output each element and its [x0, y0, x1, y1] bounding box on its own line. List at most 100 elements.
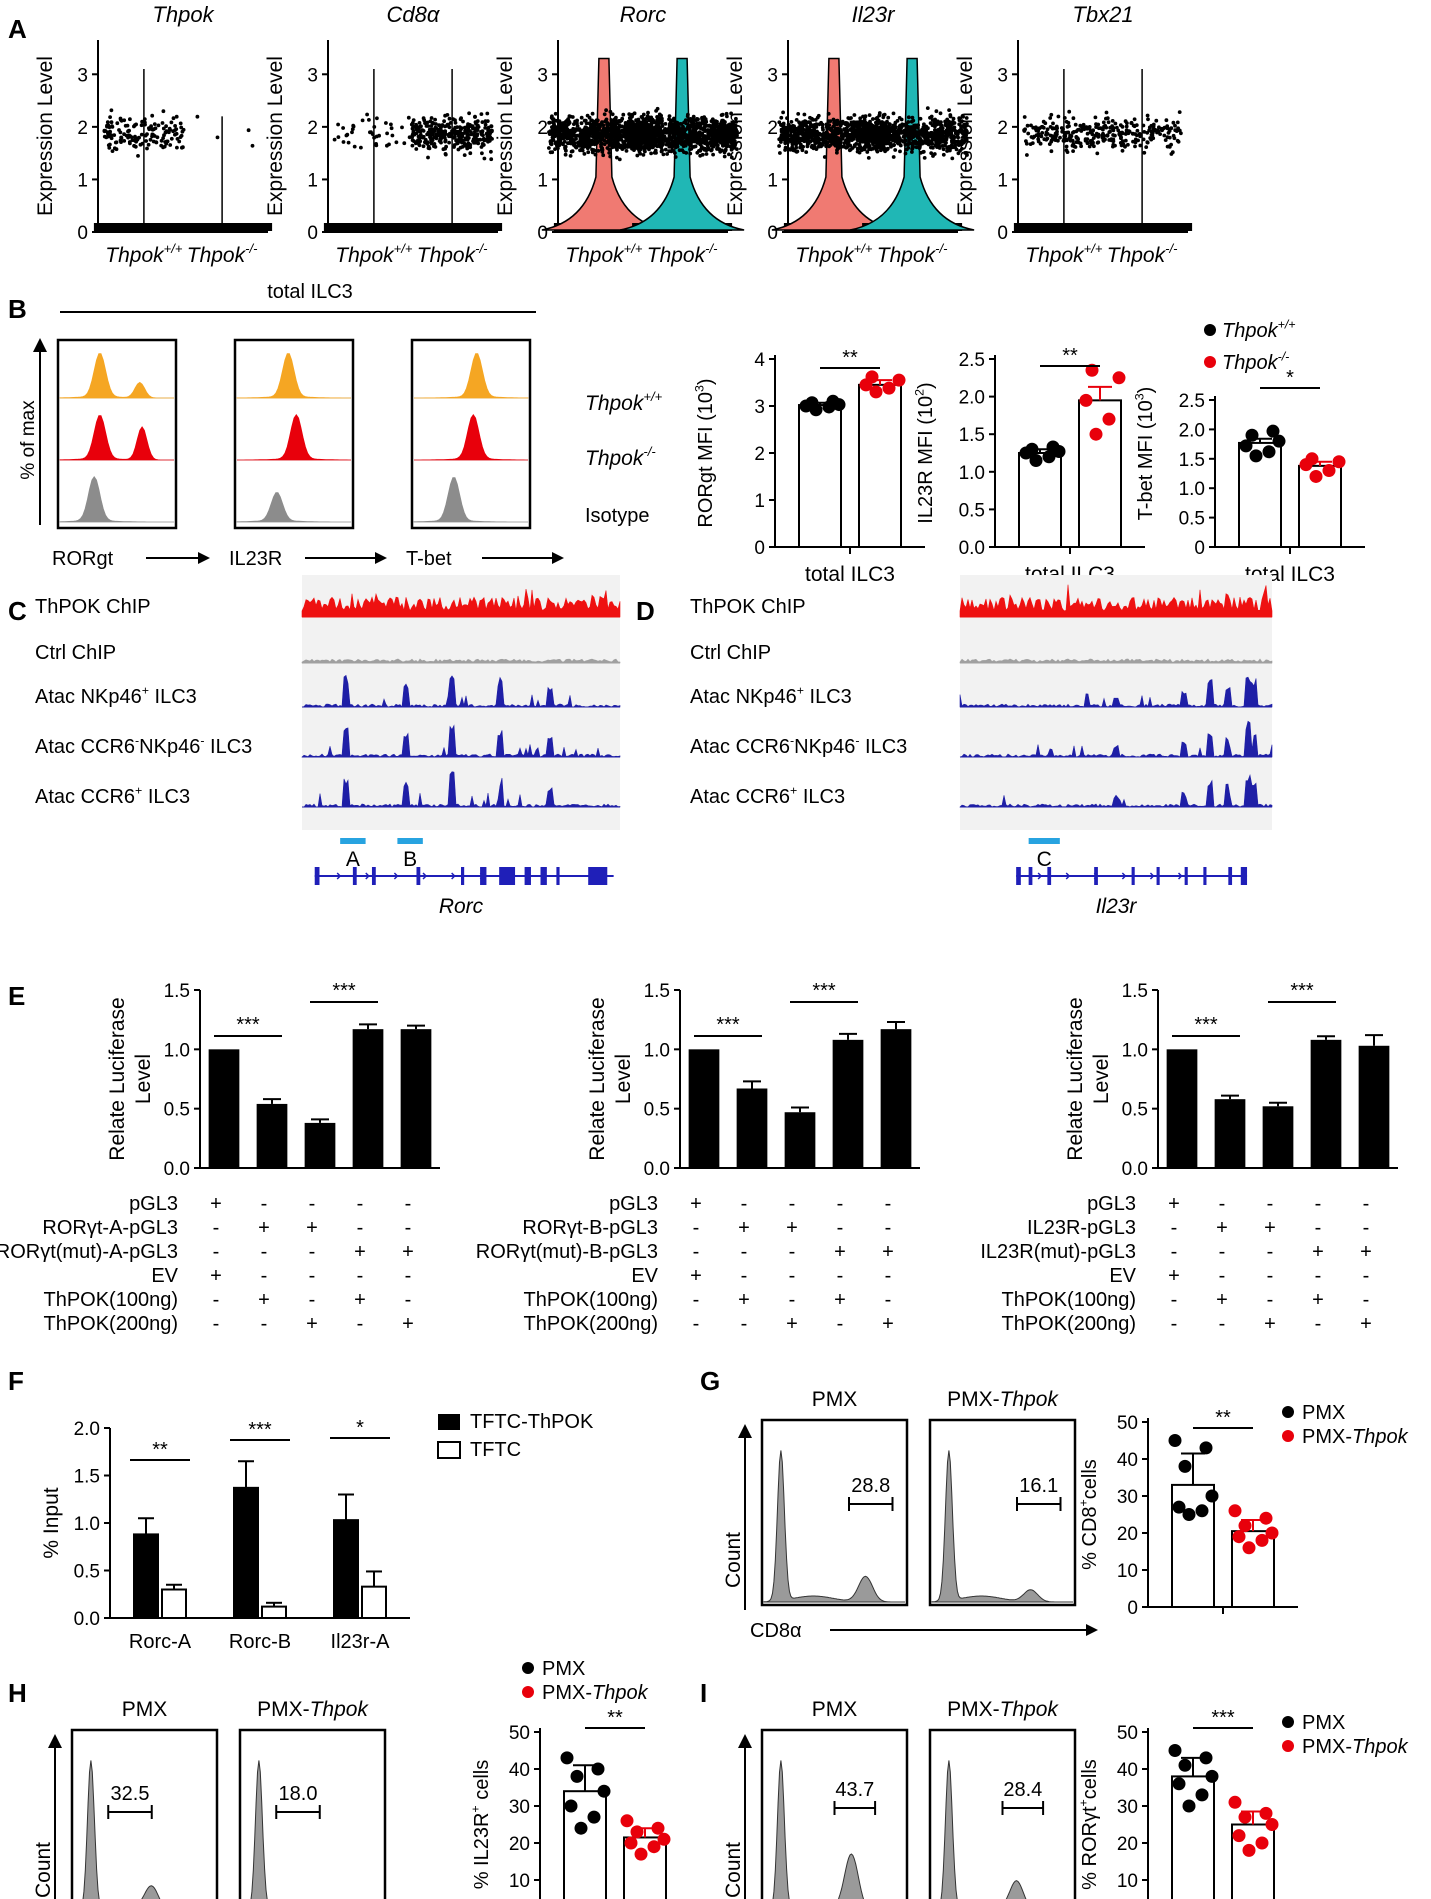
point [429, 124, 434, 128]
point [863, 120, 868, 125]
point [828, 143, 833, 147]
point [826, 111, 831, 116]
point [1120, 148, 1125, 153]
point [605, 130, 610, 134]
b-xlabel-0: RORgt [52, 548, 114, 570]
point [345, 132, 350, 137]
point [864, 144, 869, 149]
f-bar-1-0 [233, 1486, 259, 1619]
d-track-signal-4 [959, 773, 1273, 808]
point [352, 144, 357, 149]
point [1125, 121, 1129, 125]
point [826, 119, 831, 124]
a-xlabel-0-1: Thpok-/- [187, 241, 258, 267]
point [791, 124, 795, 128]
E1-bar-3 [352, 1029, 384, 1168]
point [665, 152, 669, 156]
point [161, 126, 166, 131]
a-xlabel-4-0-part: +/+ [1084, 241, 1103, 256]
a-xlabel-0-0: Thpok+/+ [105, 241, 183, 267]
E3-cond-sign-3-2: - [1267, 1265, 1274, 1287]
point [586, 150, 591, 155]
point [691, 114, 696, 119]
point [1073, 122, 1078, 127]
a-xlabel-4-1: Thpok-/- [1107, 241, 1178, 267]
point [550, 135, 555, 140]
d-exon-3 [1094, 867, 1098, 885]
f-bar-0-0 [133, 1533, 159, 1620]
point [625, 125, 630, 129]
point [1079, 124, 1084, 129]
g-title-pmxthpok-part: PMX- [947, 1388, 1000, 1411]
B-Tbet-point-0-2 [1239, 439, 1253, 453]
E1-cond-label-3: EV [151, 1265, 178, 1287]
point [168, 143, 173, 147]
point [440, 123, 445, 127]
point [928, 139, 932, 144]
point [898, 143, 903, 148]
point [914, 145, 919, 150]
point [150, 134, 154, 139]
point [908, 133, 913, 138]
point [872, 140, 877, 145]
point [579, 121, 584, 126]
E1-cond-sign-2-4: + [402, 1241, 414, 1263]
point [722, 154, 727, 159]
d-track-label-3-part: ILC3 [859, 736, 907, 758]
point [146, 142, 151, 147]
point [1094, 125, 1098, 129]
point [653, 130, 658, 135]
a-xlabel-0-0-part: +/+ [164, 241, 183, 256]
a-yticklabel-3-2: 2 [767, 118, 778, 139]
a-yticklabel-4-1: 1 [997, 170, 1008, 191]
c-track-signal-1 [301, 658, 621, 664]
E3-cond-sign-2-3: + [1312, 1241, 1324, 1263]
point [929, 114, 934, 119]
h-legend-dot-1 [522, 1686, 534, 1698]
legend-label-wt: Thpok+/+ [1222, 318, 1296, 342]
E3-cond-sign-0-1: - [1219, 1193, 1226, 1215]
point [579, 115, 584, 120]
point [577, 127, 582, 131]
i-title-pmxthpok-part: Thpok [1000, 1698, 1060, 1721]
point [778, 151, 782, 155]
point [689, 119, 694, 124]
point [815, 133, 820, 138]
B-Tbet-yticklabel-5: 2.5 [1179, 391, 1205, 412]
point [476, 125, 481, 129]
point [1050, 126, 1055, 131]
d-track-signal-2 [959, 676, 1273, 708]
point [457, 135, 462, 140]
point [682, 150, 686, 155]
d-track-label-1: Ctrl ChIP [690, 642, 771, 664]
E1-cond-sign-4-3: + [354, 1289, 366, 1311]
H-ylabel-part: cells [471, 1760, 493, 1806]
point [1093, 115, 1098, 120]
point [1055, 129, 1059, 134]
B-RORgt-point-0-5 [826, 394, 840, 408]
point [686, 126, 691, 131]
point [594, 120, 599, 125]
b-row-label-wt-part: +/+ [643, 389, 662, 404]
f-bar-0-1 [161, 1588, 187, 1619]
G-point-1-4 [1238, 1519, 1252, 1533]
G-point-0-6 [1168, 1434, 1182, 1447]
point [568, 154, 573, 158]
d-exon-7 [1203, 867, 1207, 885]
d-track-signal-0 [959, 584, 1273, 618]
point [585, 146, 590, 151]
E2-ylabel-1: Relate Luciferase [586, 997, 609, 1160]
point [1042, 137, 1047, 142]
c-track-label-3: Atac CCR6-NKp46- ILC3 [35, 734, 252, 758]
point [1146, 117, 1150, 122]
point [816, 113, 821, 118]
c-track-label-2: Atac NKp46+ ILC3 [35, 684, 197, 708]
point [575, 124, 580, 128]
point [849, 137, 854, 142]
point [649, 151, 653, 156]
point [956, 139, 961, 144]
f-xlabel-1: Rorc-B [229, 1631, 291, 1653]
point [1169, 142, 1173, 147]
point [107, 146, 112, 150]
point [475, 132, 480, 137]
